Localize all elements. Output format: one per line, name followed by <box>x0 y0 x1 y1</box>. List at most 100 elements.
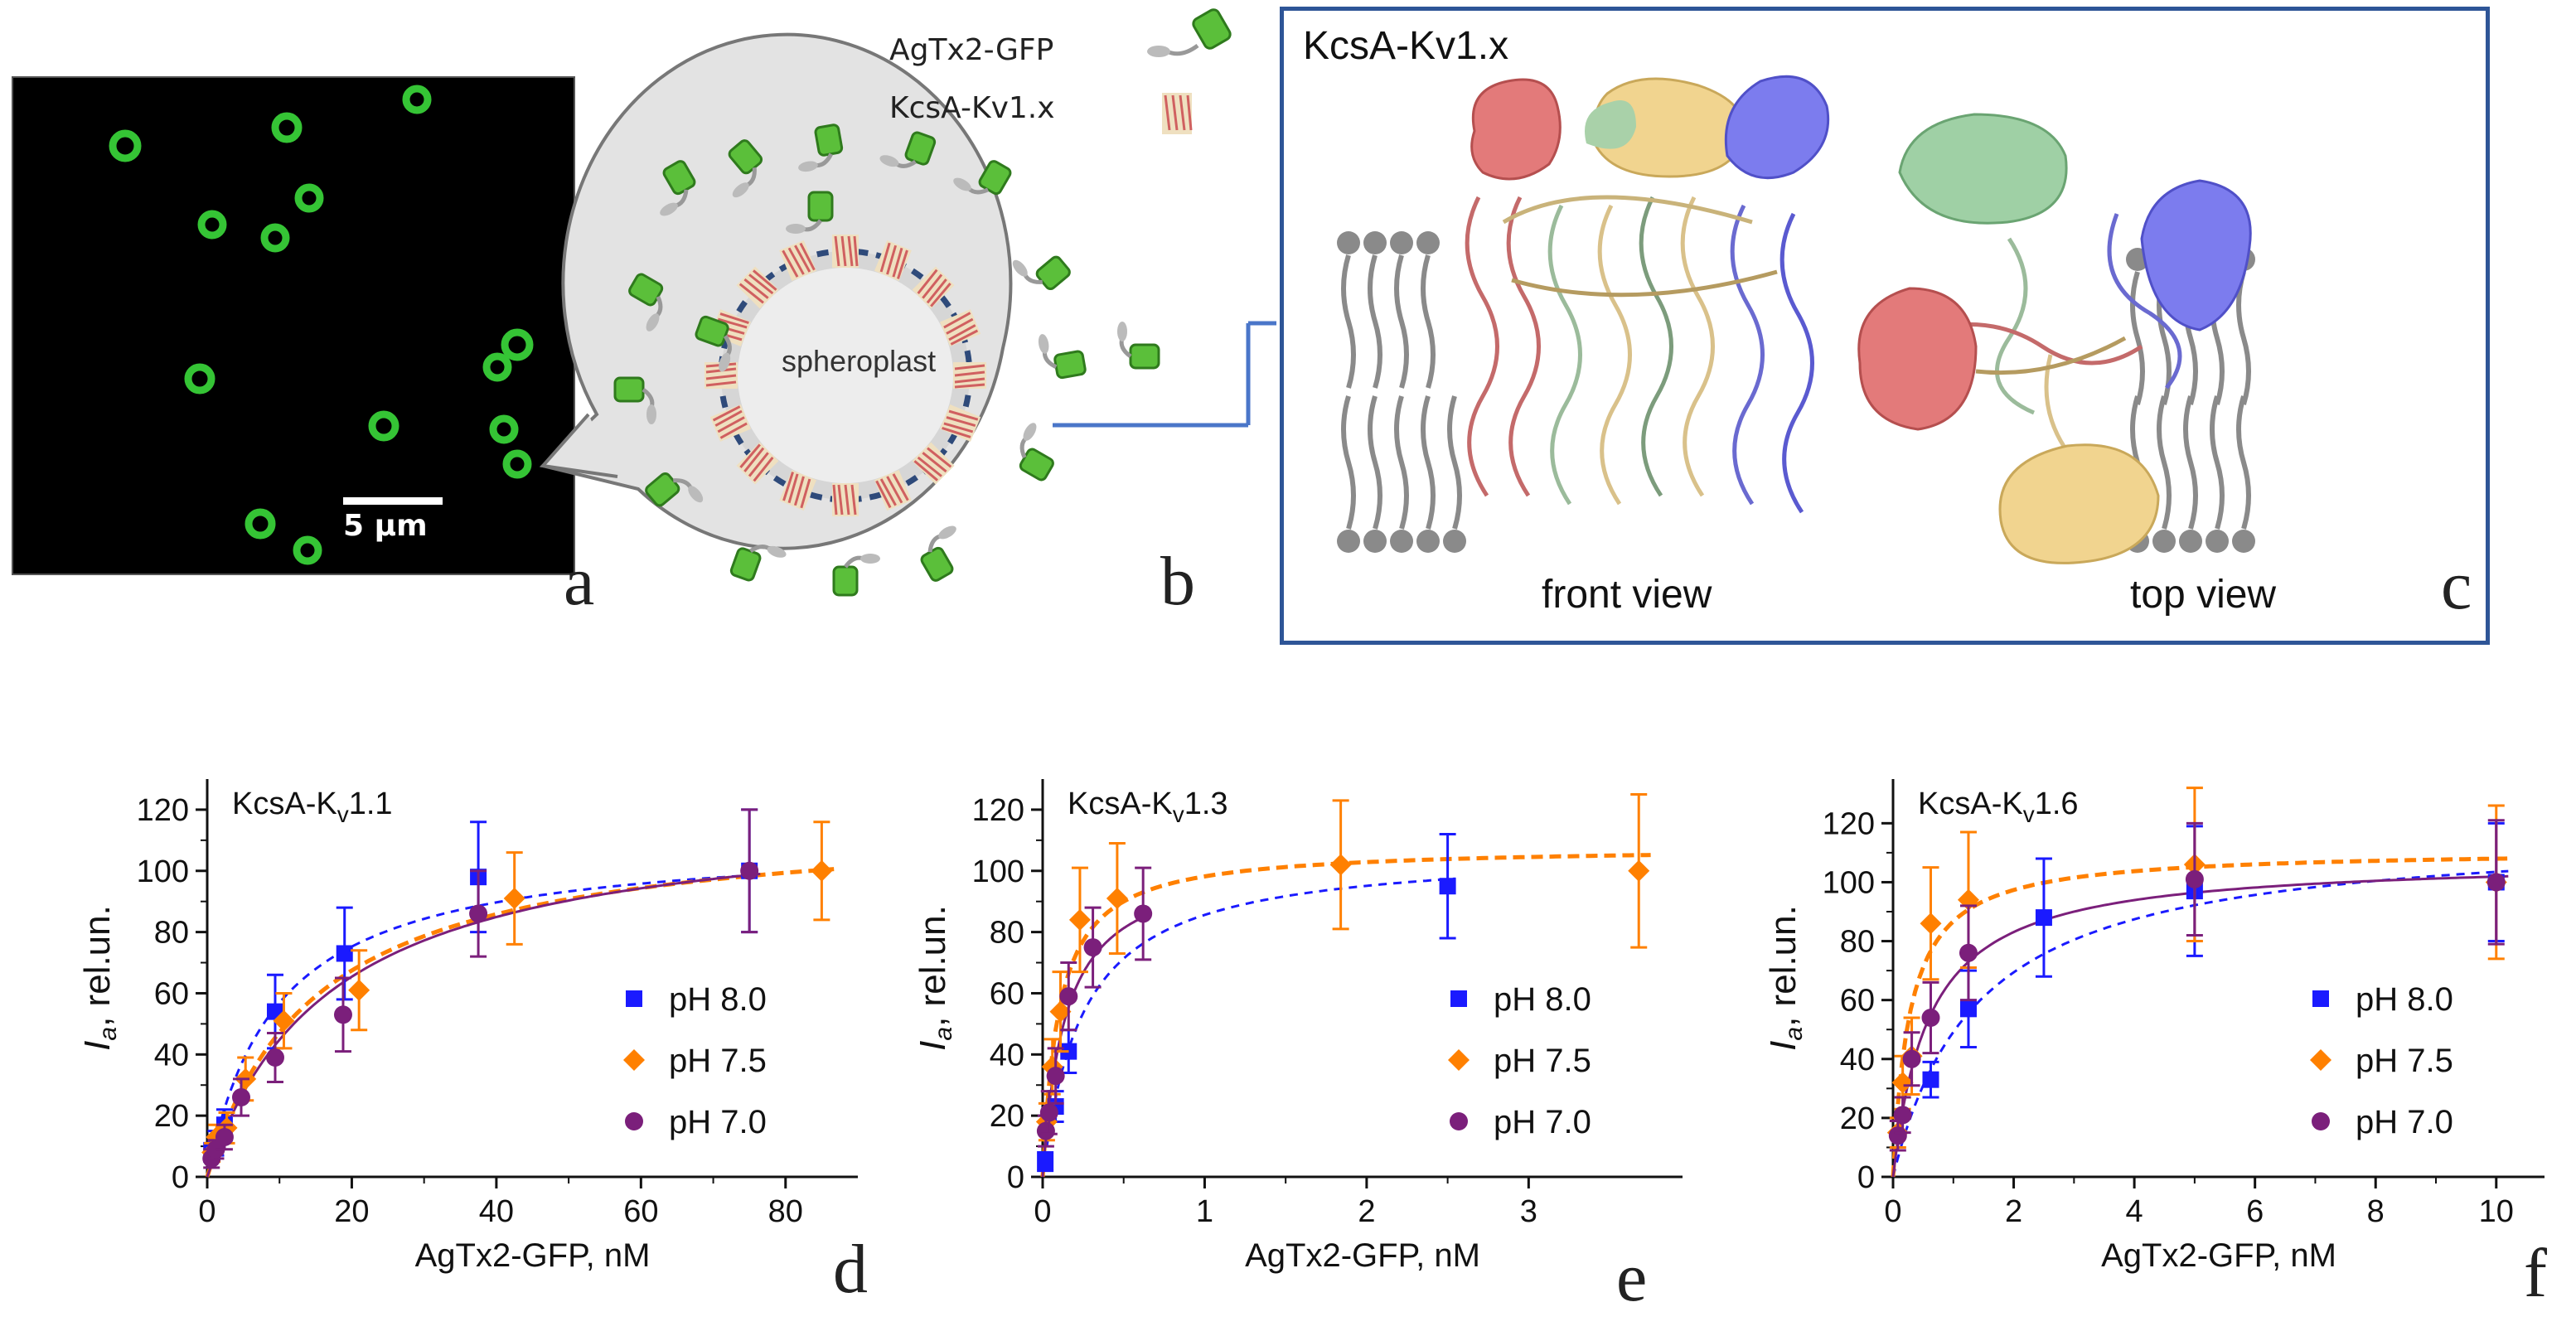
data-point <box>1036 1121 1055 1140</box>
legend-label: pH 7.5 <box>1494 1043 1591 1079</box>
channel-glyph <box>779 240 817 282</box>
y-tick-label: 20 <box>154 1099 189 1134</box>
vsd-red-front <box>1470 78 1562 181</box>
y-tick-label: 20 <box>1840 1101 1875 1136</box>
data-point <box>1922 1071 1939 1088</box>
x-tick-label: 2 <box>1358 1194 1375 1229</box>
data-point <box>215 1128 234 1146</box>
data-point <box>1039 1103 1058 1122</box>
vsd-green-front <box>1585 100 1636 149</box>
data-point <box>2312 1112 2330 1130</box>
x-axis-label: AgTx2-GFP, nM <box>2101 1237 2336 1274</box>
spheroplast-schematic <box>539 8 1276 597</box>
toxin-glyph <box>613 376 656 424</box>
channel-glyph <box>832 483 859 516</box>
data-point <box>215 1116 238 1139</box>
y-tick-label: 120 <box>972 793 1024 828</box>
chart-kv11: 0 20 40 60 80 100 120 0 20 40 60 80 AgTx2-GFP, nM Ia,… <box>77 779 858 1274</box>
x-tick-label: 6 <box>2246 1194 2264 1229</box>
channel-glyph <box>912 442 955 485</box>
structure-title: KcsA-Kv1.x <box>1303 24 1509 68</box>
x-tick-label: 4 <box>2126 1194 2143 1229</box>
data-point <box>1439 878 1456 895</box>
top-view-caption: top view <box>2130 573 2277 617</box>
data-point <box>2035 909 2052 927</box>
data-point <box>1046 1067 1065 1086</box>
y-tick-label: 20 <box>990 1099 1024 1134</box>
toxin-glyph <box>1019 423 1054 482</box>
data-point <box>333 1005 352 1024</box>
x-tick-label: 3 <box>1520 1194 1537 1229</box>
data-point <box>1049 1000 1072 1023</box>
toxin-glyph <box>798 123 844 172</box>
gfp-spot <box>501 328 534 361</box>
gfp-spot <box>402 85 432 114</box>
axes: 0 20 40 60 80 100 120 0 20 40 60 80 <box>137 779 858 1229</box>
legend-channel-icon <box>1162 93 1193 134</box>
data-point <box>1037 1153 1054 1170</box>
chart-title: KcsA-Kv1.3 <box>1068 787 1228 827</box>
y-tick-label: 100 <box>972 854 1024 889</box>
gfp-spot <box>368 410 399 442</box>
toxin-ring <box>613 123 1160 597</box>
x-tick-label: 60 <box>623 1194 658 1229</box>
vsd-yellow-top <box>1998 443 2160 564</box>
gfp-spot <box>260 223 290 253</box>
data-point <box>1106 888 1128 909</box>
toxin-glyph <box>1012 255 1071 291</box>
channel-glyph <box>939 309 981 347</box>
channel-glyph <box>912 266 955 309</box>
x-tick-label: 8 <box>2367 1194 2385 1229</box>
data-point <box>626 990 642 1007</box>
legend-label: pH 8.0 <box>2356 981 2453 1018</box>
gfp-spot <box>197 210 227 240</box>
data-point <box>1959 943 1978 962</box>
fit-curve <box>1891 856 2509 1178</box>
y-tick-label: 100 <box>137 854 189 889</box>
data-point <box>1628 859 1650 882</box>
toxin-glyph <box>953 160 1012 196</box>
data-point <box>625 1112 643 1130</box>
legend-label: pH 8.0 <box>1494 981 1591 1018</box>
toxin-glyph <box>786 191 834 234</box>
data-point <box>1083 938 1102 957</box>
y-tick-label: 60 <box>990 976 1024 1011</box>
data-point <box>2312 990 2329 1007</box>
toxin-glyph <box>628 273 664 332</box>
data-point <box>469 904 488 923</box>
y-tick-label: 40 <box>990 1038 1024 1072</box>
y-axis-label: Ia, rel.un. <box>77 905 122 1051</box>
legend-channel-label: KcsA-Kv1.x <box>889 91 1055 125</box>
x-axis-label: AgTx2-GFP, nM <box>1245 1237 1480 1274</box>
panel-letter-d: d <box>833 1231 868 1308</box>
legend: pH 8.0 pH 7.5 pH 7.0 <box>1448 981 1591 1140</box>
data-point <box>1902 1049 1921 1068</box>
gfp-spot <box>489 414 519 444</box>
panel-letter-b: b <box>1160 543 1195 620</box>
data-point <box>1921 1009 1940 1027</box>
chart-title: KcsA-Kv1.1 <box>232 787 393 827</box>
callout-tail <box>540 413 618 478</box>
legend-toxin-label: AgTx2-GFP <box>889 33 1054 67</box>
vsd-green-top <box>1898 113 2068 225</box>
data-point <box>348 979 370 1001</box>
series-points <box>202 808 759 1169</box>
data-point <box>2310 1049 2331 1071</box>
fit-curve <box>206 873 761 1178</box>
data-point <box>740 861 759 880</box>
fit-curve <box>205 867 835 1178</box>
x-tick-label: 80 <box>768 1194 803 1229</box>
gfp-spot <box>294 183 324 213</box>
membrane-left <box>1337 231 1466 553</box>
data-point <box>1329 854 1352 876</box>
gfp-spot <box>502 449 532 479</box>
x-tick-label: 2 <box>2005 1194 2022 1229</box>
y-tick-label: 0 <box>172 1160 189 1195</box>
legend-label: pH 8.0 <box>669 981 767 1018</box>
y-tick-label: 60 <box>154 976 189 1011</box>
y-axis-label: Ia, rel.un. <box>913 905 957 1051</box>
axes: 0 20 40 60 80 100 120 0 2 4 6 8 10 <box>1823 779 2545 1229</box>
channel-glyph <box>874 240 912 282</box>
y-tick-label: 100 <box>1823 865 1875 900</box>
panel-letter-c: c <box>2441 547 2472 624</box>
